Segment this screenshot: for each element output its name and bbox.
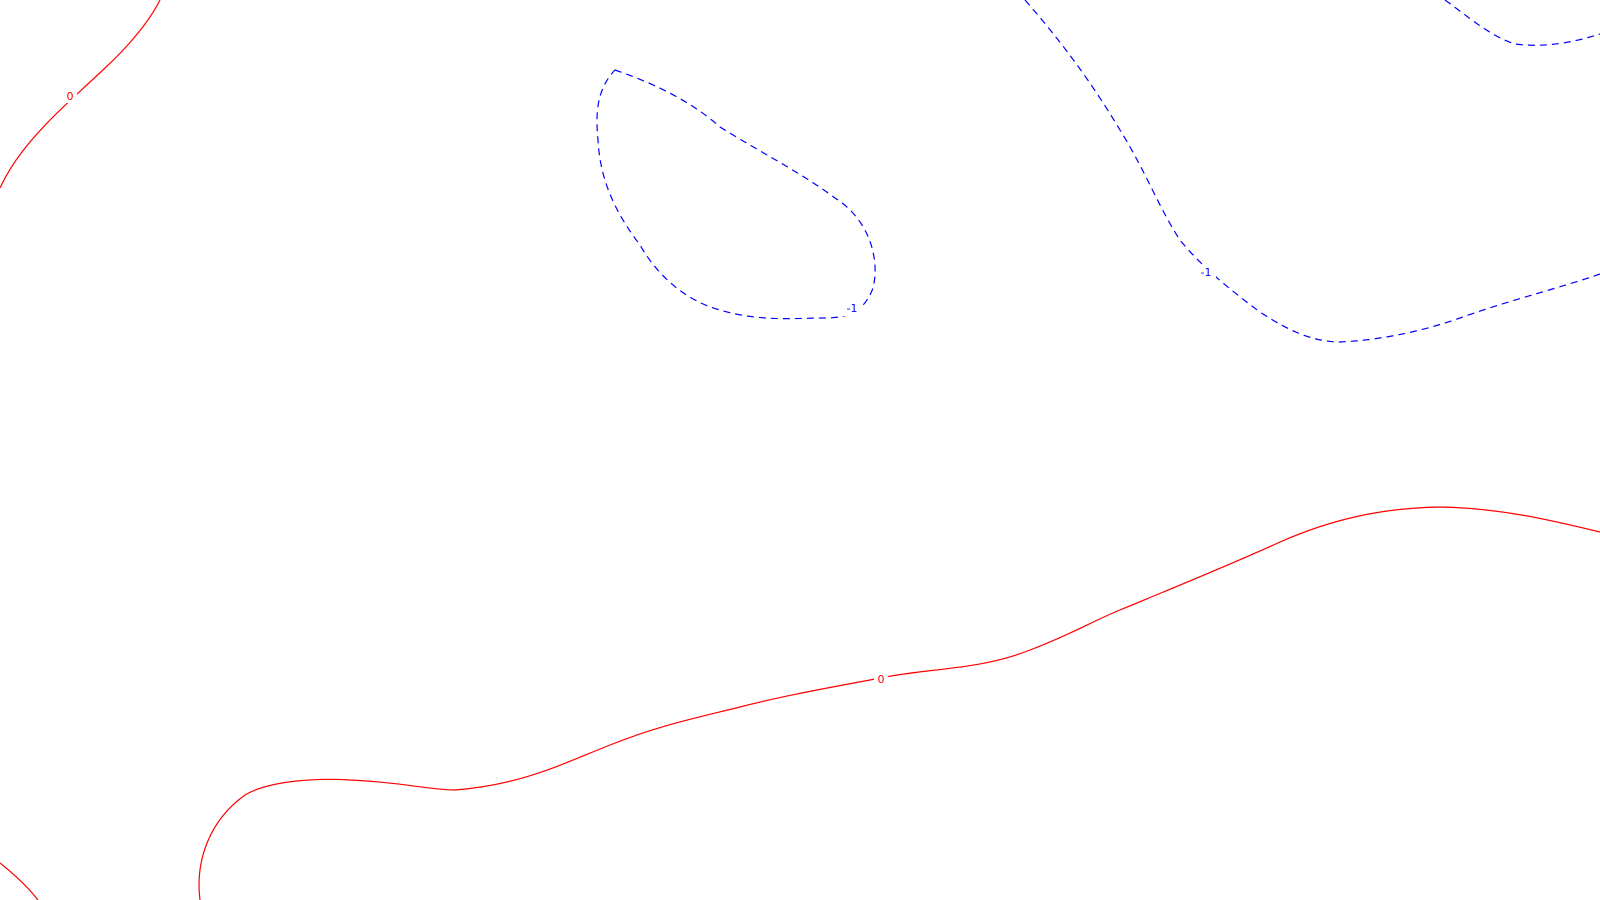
contour-neg-right (1024, 0, 1600, 343)
contour-label-neg-right: -1 (1201, 266, 1212, 279)
contour-label-neg-blob: -1 (847, 302, 858, 315)
label-bg (63, 89, 77, 103)
contour-neg-top-right (1444, 0, 1600, 46)
contour-zero-lower (198, 506, 1600, 900)
contour-label-zero-upper-left: 0 (67, 90, 74, 103)
label-bg (874, 672, 888, 686)
contour-neg-blob (596, 69, 876, 320)
label-bg (842, 302, 862, 316)
contour-zero-bottom-left (0, 862, 39, 900)
contour-zero-upper-left (0, 0, 161, 189)
contour-label-zero-center: 0 (878, 673, 885, 686)
label-bg (1196, 266, 1216, 280)
